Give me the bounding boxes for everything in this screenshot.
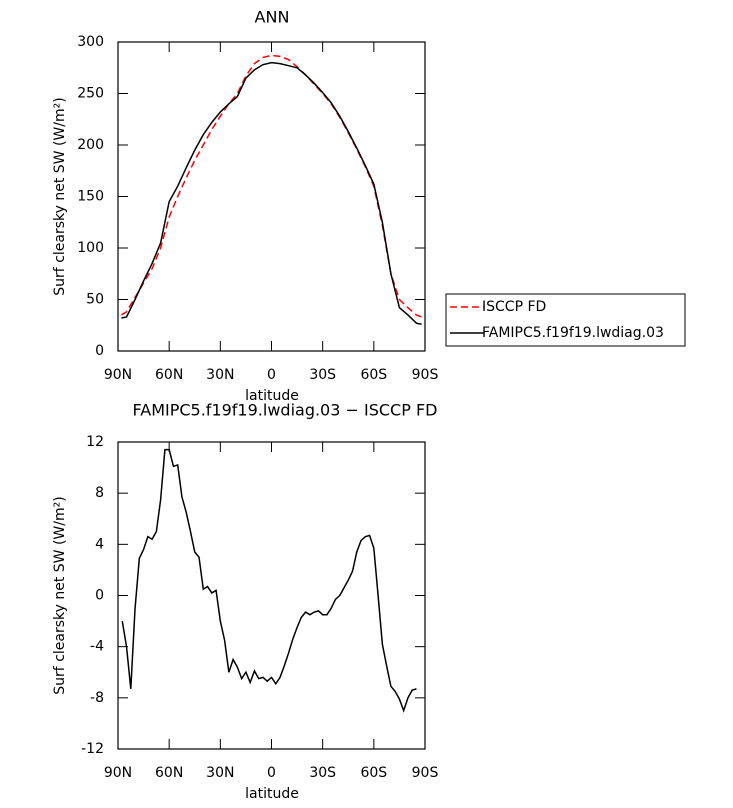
x-tick-label: 90N (104, 367, 132, 383)
x-tick-label: 30S (309, 765, 336, 781)
x-tick-label: 60S (360, 367, 387, 383)
y-tick-label: 150 (77, 189, 104, 205)
x-tick-label: 60N (155, 765, 183, 781)
data-line (121, 54, 422, 318)
x-tick-label: 30N (206, 367, 234, 383)
y-axis-label: Surf clearsky net SW (W/m²) (52, 97, 68, 295)
chart-title: ANN (255, 8, 290, 27)
legend-label: ISCCP FD (482, 299, 546, 315)
x-axis-label: latitude (245, 786, 299, 802)
y-tick-label: 4 (95, 536, 104, 552)
x-axis-label: latitude (245, 388, 299, 404)
chart-title: FAMIPC5.f19f19.lwdiag.03 − ISCCP FD (133, 401, 438, 420)
x-tick-label: 90S (412, 367, 439, 383)
legend: ISCCP FD FAMIPC5.f19f19.lwdiag.03 (445, 293, 686, 347)
x-tick-label: 30N (206, 765, 234, 781)
y-tick-label: -12 (81, 741, 104, 757)
plot-frame (117, 441, 426, 750)
y-tick-label: 0 (95, 343, 104, 359)
x-tick-label: 30S (309, 367, 336, 383)
y-tick-label: -4 (90, 639, 104, 655)
data-line (121, 61, 422, 325)
y-tick-label: 300 (77, 34, 104, 50)
plot-frame (117, 41, 426, 352)
x-tick-label: 90N (104, 765, 132, 781)
y-tick-label: 50 (86, 292, 104, 308)
y-tick-label: 8 (95, 485, 104, 501)
y-axis-label: Surf clearsky net SW (W/m²) (52, 496, 68, 694)
y-tick-label: -8 (90, 690, 104, 706)
data-line (121, 448, 417, 713)
legend-label: FAMIPC5.f19f19.lwdiag.03 (482, 325, 664, 341)
legend-box (445, 293, 686, 347)
x-tick-label: 90S (412, 765, 439, 781)
x-tick-label: 0 (267, 367, 276, 383)
x-tick-label: 60N (155, 367, 183, 383)
x-tick-label: 0 (267, 765, 276, 781)
y-tick-label: 200 (77, 137, 104, 153)
x-tick-label: 60S (360, 765, 387, 781)
y-tick-label: 250 (77, 86, 104, 102)
y-tick-label: 12 (86, 434, 104, 450)
y-tick-label: 0 (95, 588, 104, 604)
y-tick-label: 100 (77, 240, 104, 256)
